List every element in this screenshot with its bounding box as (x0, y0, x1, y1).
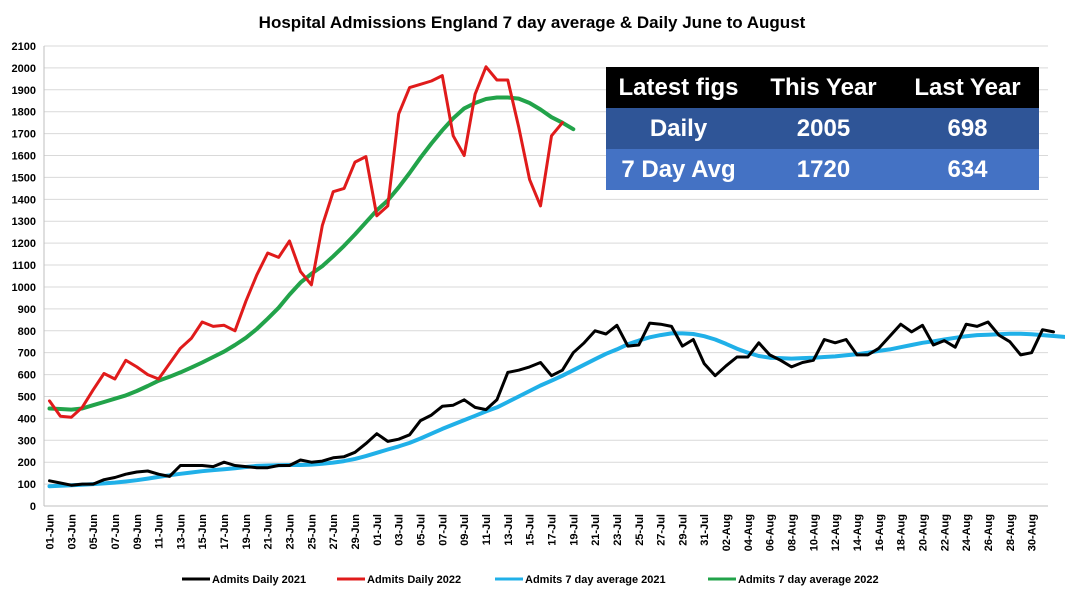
series-line-admits-7-day-average-2021 (47, 331, 1065, 489)
x-tick-label: 27-Jul (656, 514, 668, 546)
x-tick-label: 19-Jul (568, 514, 580, 546)
x-tick-label: 11-Jul (481, 514, 493, 545)
x-tick-label: 17-Jun (219, 514, 231, 550)
gridlines (43, 45, 1048, 507)
y-tick-label: 200 (18, 457, 36, 469)
x-tick-label: 20-Aug (918, 514, 930, 551)
x-tick-label: 10-Aug (808, 514, 820, 551)
y-tick-label: 400 (18, 413, 36, 425)
y-tick-label: 1000 (12, 282, 36, 294)
x-axis-ticks: 01-Jun 03-Jun 05-Jun 07-Jun 09-Jun 11-Jun 13-J… (44, 514, 1038, 552)
x-tick-label: 14-Aug (852, 514, 864, 551)
x-tick-label: 11-Jun (154, 514, 166, 549)
x-tick-label: 27-Jun (328, 514, 340, 550)
legend-label: Admits Daily 2022 (367, 574, 461, 586)
x-tick-label: 13-Jul (503, 514, 515, 546)
y-tick-label: 500 (18, 391, 36, 403)
x-tick-label: 12-Aug (830, 514, 842, 551)
x-tick-label: 21-Jun (263, 514, 275, 550)
series-line-admits-daily-2021 (48, 320, 1055, 487)
series-lines (47, 65, 1065, 489)
x-tick-label: 23-Jul (612, 514, 624, 546)
x-tick-label: 07-Jun (110, 514, 122, 550)
x-tick-label: 03-Jul (394, 514, 406, 546)
x-tick-label: 05-Jun (88, 514, 100, 550)
x-tick-label: 28-Aug (1005, 514, 1017, 551)
x-tick-label: 22-Aug (939, 514, 951, 551)
table-header-row: Latest figs This Year Last Year (606, 67, 1039, 108)
table-cell-daily-last-year: 698 (947, 114, 988, 142)
x-tick-label: 04-Aug (743, 514, 755, 551)
chart-title: Hospital Admissions England 7 day averag… (259, 13, 806, 32)
x-tick-label: 25-Jun (306, 514, 318, 550)
table-cell-daily-this-year: 2005 (796, 114, 851, 142)
y-tick-label: 1500 (12, 172, 36, 184)
x-tick-label: 15-Jun (197, 514, 209, 550)
x-tick-label: 01-Jun (44, 514, 56, 550)
legend-label: Admits Daily 2021 (212, 574, 306, 586)
x-tick-label: 17-Jul (546, 514, 558, 546)
x-tick-label: 08-Aug (787, 514, 799, 551)
x-tick-label: 15-Jul (525, 514, 537, 546)
x-tick-label: 24-Aug (961, 514, 973, 551)
x-tick-label: 01-Jul (372, 514, 384, 546)
y-tick-label: 0 (30, 501, 36, 513)
x-tick-label: 02-Aug (721, 514, 733, 551)
x-tick-label: 16-Aug (874, 514, 886, 551)
table-cell-avg-label: 7 Day Avg (621, 155, 736, 183)
x-tick-label: 09-Jun (132, 514, 144, 550)
y-tick-label: 1900 (12, 85, 36, 97)
legend-label: Admits 7 day average 2022 (738, 574, 879, 586)
y-tick-label: 1700 (12, 129, 36, 141)
table-header-latest-figs: Latest figs (618, 73, 739, 101)
latest-figures-table: Latest figs This Year Last Year Daily 20… (606, 67, 1039, 190)
x-tick-label: 03-Jun (66, 514, 78, 550)
y-tick-label: 1200 (12, 238, 36, 250)
table-header-last-year: Last Year (914, 73, 1021, 101)
series-line-admits-daily-2022 (48, 65, 564, 419)
y-axis-ticks: 0 100 200 300 400 500 600 700 800 900 1000 1100 1200… (12, 41, 36, 513)
y-tick-label: 800 (18, 326, 36, 338)
x-tick-label: 07-Jul (437, 514, 449, 546)
y-tick-label: 1300 (12, 216, 36, 228)
table-row-daily: Daily 2005 698 (606, 108, 1039, 149)
x-tick-label: 26-Aug (983, 514, 995, 551)
y-tick-label: 1400 (12, 194, 36, 206)
y-tick-label: 700 (18, 348, 36, 360)
series-line-admits-7-day-average-2022 (47, 95, 576, 412)
x-tick-label: 18-Aug (896, 514, 908, 551)
table-cell-avg-this-year: 1720 (796, 155, 851, 183)
x-tick-label: 09-Jul (459, 514, 471, 546)
x-tick-label: 29-Jun (350, 514, 362, 550)
x-tick-label: 23-Jun (285, 514, 297, 550)
y-tick-label: 2100 (12, 41, 36, 53)
legend: Admits Daily 2021 Admits Daily 2022 Admits… (182, 574, 879, 586)
y-tick-label: 600 (18, 370, 36, 382)
y-tick-label: 300 (18, 435, 36, 447)
y-tick-label: 100 (18, 479, 36, 491)
x-tick-label: 19-Jun (241, 514, 253, 550)
x-tick-label: 29-Jul (677, 514, 689, 546)
x-tick-label: 31-Jul (699, 514, 711, 546)
table-cell-daily-label: Daily (649, 114, 708, 142)
x-tick-label: 21-Jul (590, 514, 602, 546)
x-tick-label: 13-Jun (175, 514, 187, 550)
table-row-7day-avg: 7 Day Avg 1720 634 (606, 149, 1039, 190)
table-header-this-year: This Year (770, 73, 877, 101)
x-tick-label: 05-Jul (416, 514, 428, 546)
y-tick-label: 2000 (12, 63, 36, 75)
y-tick-label: 900 (18, 304, 36, 316)
y-tick-label: 1800 (12, 107, 36, 119)
x-tick-label: 06-Aug (765, 514, 777, 551)
x-tick-label: 25-Jul (634, 514, 646, 546)
y-tick-label: 1600 (12, 151, 36, 163)
table-cell-avg-last-year: 634 (947, 155, 988, 183)
x-tick-label: 30-Aug (1027, 514, 1039, 551)
y-tick-label: 1100 (12, 260, 36, 272)
legend-label: Admits 7 day average 2021 (525, 574, 666, 586)
